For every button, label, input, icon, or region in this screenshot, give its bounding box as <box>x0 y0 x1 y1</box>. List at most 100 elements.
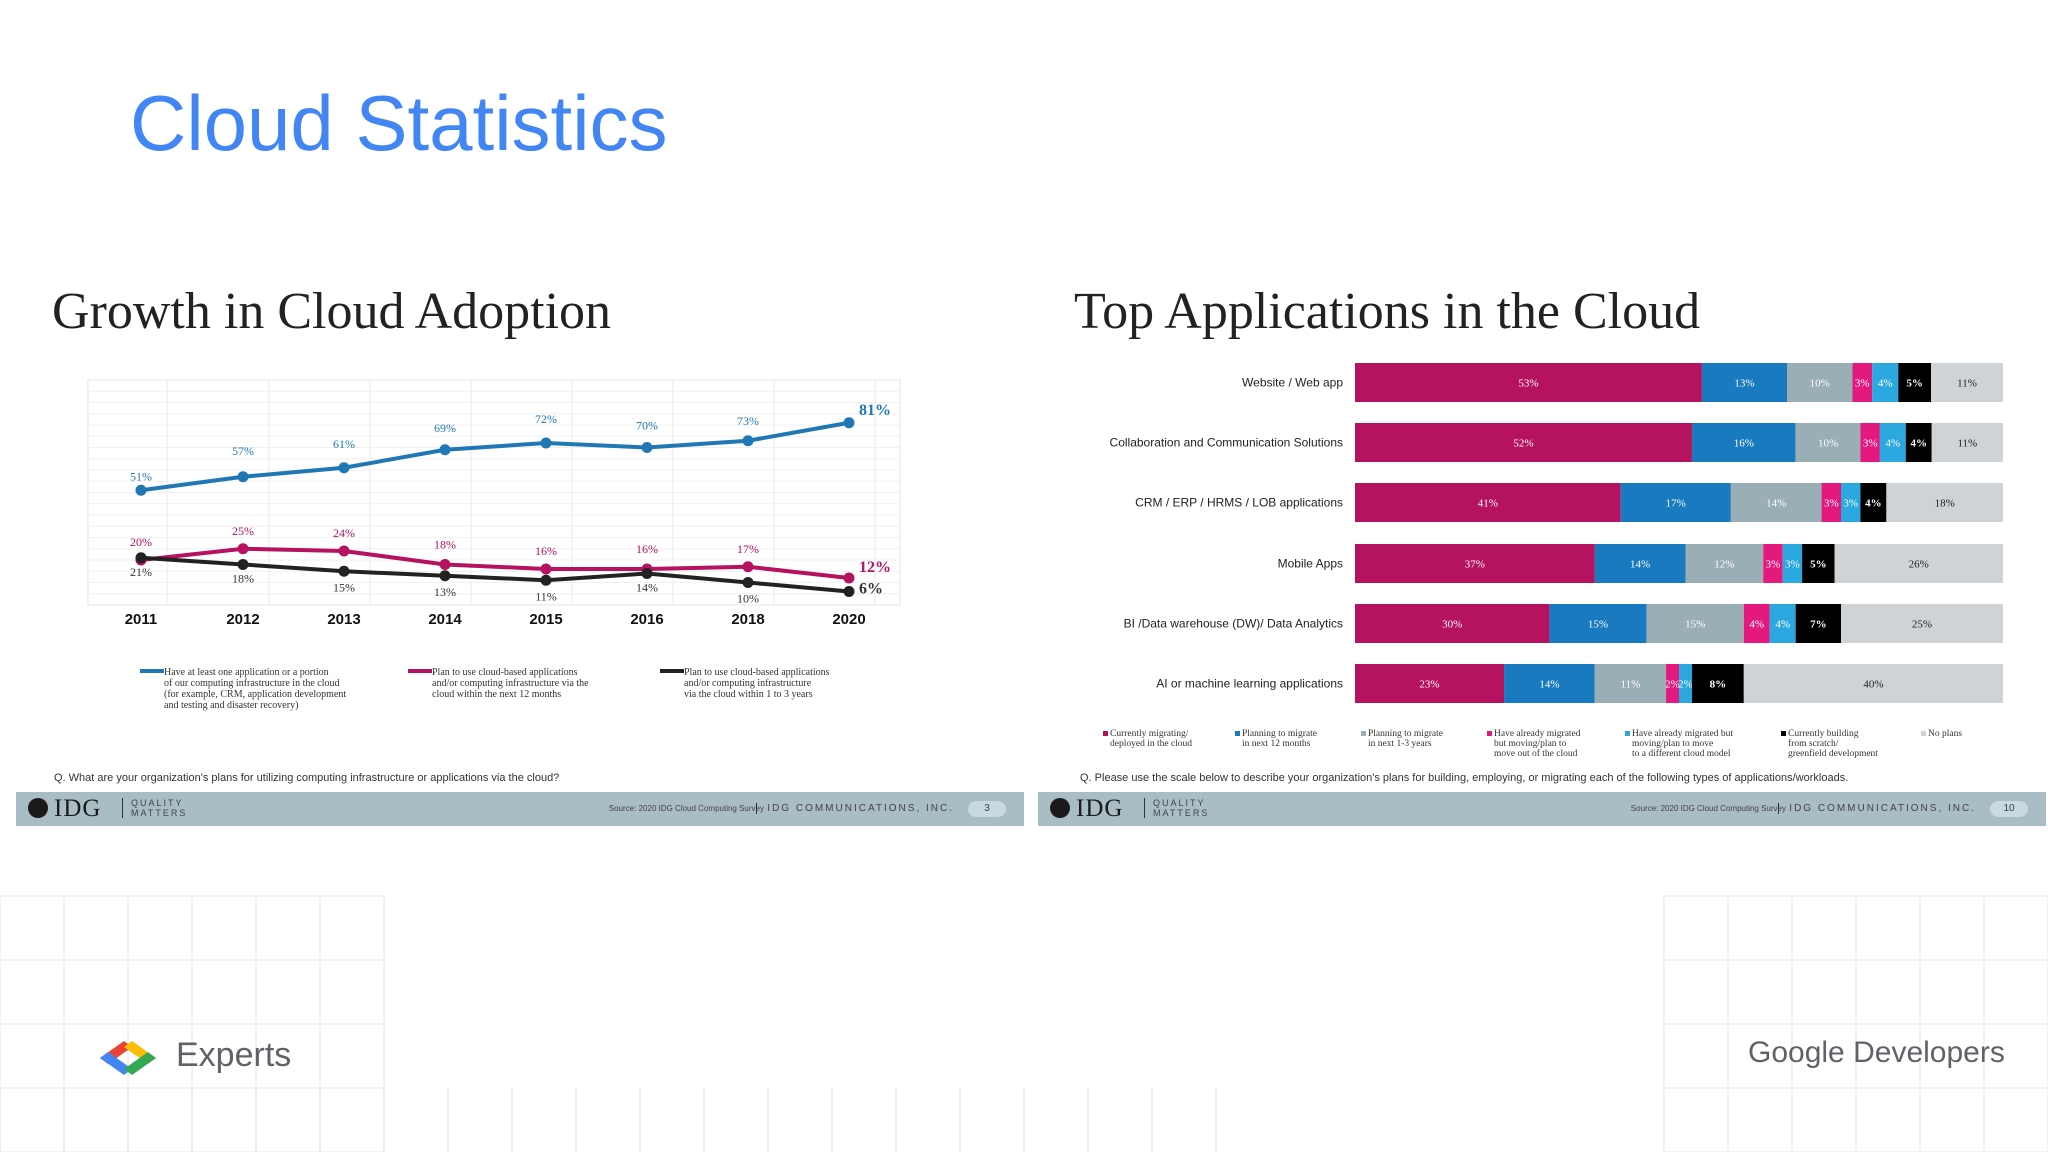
data-point <box>237 543 249 555</box>
bar-category-label: AI or machine learning applications <box>1156 677 1343 691</box>
data-point <box>338 545 350 557</box>
bar-segment <box>1841 604 2003 643</box>
bar-value-label: 11% <box>1957 438 1977 450</box>
legend-label: Plan to use cloud-based applications <box>432 667 578 678</box>
bar-value-label: 30% <box>1442 619 1462 631</box>
bar-value-label: 14% <box>1766 498 1786 510</box>
data-label: 12% <box>859 559 891 576</box>
quality-matters-tagline: QUALITY MATTERS <box>122 798 187 818</box>
bar-value-label: 4% <box>1775 619 1790 631</box>
bar-value-label: 4% <box>1886 438 1901 450</box>
legend-swatch <box>1921 731 1926 736</box>
legend-label: via the cloud within 1 to 3 years <box>684 689 813 700</box>
legend-swatch <box>1487 731 1492 736</box>
legend-swatch <box>1235 731 1240 736</box>
developers-wordmark: Developers <box>1853 1036 2005 1069</box>
legend-label: move out of the cloud <box>1494 748 1578 759</box>
bar-segment <box>1504 664 1595 703</box>
bar-value-label: 2% <box>1678 679 1693 691</box>
bar-value-label: 4% <box>1749 619 1764 631</box>
bar-value-label: 3% <box>1766 559 1781 571</box>
bar-value-label: 3% <box>1855 378 1870 390</box>
data-label: 81% <box>859 402 891 419</box>
idg-globe-icon <box>28 798 48 818</box>
x-tick-label: 2018 <box>731 611 764 628</box>
bar-segment <box>1685 544 1764 583</box>
data-label: 57% <box>232 444 254 458</box>
bar-chart-title: Top Applications in the Cloud <box>1074 283 1701 340</box>
bar-value-label: 5% <box>1906 378 1923 390</box>
idg-globe-icon <box>1050 798 1070 818</box>
data-point <box>742 561 754 573</box>
data-label: 24% <box>333 526 355 540</box>
bar-value-label: 3% <box>1785 559 1800 571</box>
bar-segment <box>1666 664 1679 703</box>
bar-segment <box>1691 664 1744 703</box>
data-point <box>338 462 350 474</box>
legend-label: Currently building <box>1788 729 1859 739</box>
bar-segment <box>1701 363 1787 402</box>
bar-segment <box>1594 544 1686 583</box>
bar-value-label: 8% <box>1710 679 1727 691</box>
data-label: 61% <box>333 437 355 451</box>
legend-label: cloud within the next 12 months <box>432 689 561 700</box>
bar-value-label: 15% <box>1588 619 1608 631</box>
bar-value-label: 25% <box>1912 619 1932 631</box>
bar-value-label: 26% <box>1909 559 1929 571</box>
data-label: 10% <box>737 592 759 606</box>
bar-value-label: 53% <box>1518 378 1538 390</box>
data-label: 21% <box>130 565 152 579</box>
bar-segment <box>1743 604 1770 643</box>
bar-value-label: 11% <box>1621 679 1641 691</box>
bar-segment <box>1355 664 1505 703</box>
data-label: 14% <box>636 581 658 595</box>
data-label: 13% <box>434 585 456 599</box>
bar-value-label: 18% <box>1935 498 1955 510</box>
x-tick-label: 2011 <box>125 611 158 628</box>
legend-label: Have already migrated but <box>1632 729 1733 739</box>
bar-value-label: 3% <box>1843 498 1858 510</box>
bar-value-label: 5% <box>1810 559 1827 571</box>
bar-segment <box>1691 423 1796 462</box>
footer-bar-right: IDG QUALITY MATTERS Source: 2020 IDG Clou… <box>1038 792 2046 826</box>
bar-value-label: 17% <box>1666 498 1686 510</box>
legend-label: and/or computing infrastructure via the <box>432 678 589 689</box>
data-label: 18% <box>434 538 456 552</box>
legend-label: Planning to migrate <box>1242 729 1317 739</box>
footer-company: IDG COMMUNICATIONS, INC. <box>1778 803 1976 814</box>
bar-value-label: 11% <box>1957 378 1977 390</box>
bar-value-label: 10% <box>1818 438 1838 450</box>
bar-value-label: 4% <box>1878 378 1893 390</box>
legend-label: of our computing infrastructure in the c… <box>164 678 340 689</box>
data-point <box>439 559 451 570</box>
legend-label: Planning to migrate <box>1368 729 1443 739</box>
data-point <box>843 572 855 584</box>
bar-segment <box>1795 423 1861 462</box>
matters-label: MATTERS <box>1153 808 1210 818</box>
bar-segment <box>1905 423 1932 462</box>
line-chart-question: Q. What are your organization's plans fo… <box>54 772 560 784</box>
data-point <box>641 442 653 453</box>
data-point <box>338 565 350 577</box>
legend-swatch <box>1625 731 1630 736</box>
data-point <box>439 444 451 456</box>
bar-value-label: 3% <box>1824 498 1839 510</box>
x-tick-label: 2015 <box>529 611 562 628</box>
legend-label: greenfield development <box>1788 748 1878 759</box>
bar-segment <box>1769 604 1796 643</box>
bar-segment <box>1802 544 1835 583</box>
bar-segment <box>1620 483 1731 522</box>
bar-segment <box>1931 423 2003 462</box>
bar-segment <box>1646 604 1744 643</box>
data-label: 17% <box>737 542 759 556</box>
bar-segment <box>1852 363 1873 402</box>
bar-category-label: Website / Web app <box>1242 376 1343 390</box>
data-point <box>540 437 552 449</box>
idg-logo-text: IDG <box>54 795 102 822</box>
legend-label: deployed in the cloud <box>1110 739 1192 749</box>
x-tick-label: 2013 <box>327 611 360 628</box>
line-chart-title: Growth in Cloud Adoption <box>52 283 612 340</box>
legend-label: Have already migrated <box>1494 729 1581 739</box>
legend-label: in next 1-3 years <box>1368 739 1432 749</box>
